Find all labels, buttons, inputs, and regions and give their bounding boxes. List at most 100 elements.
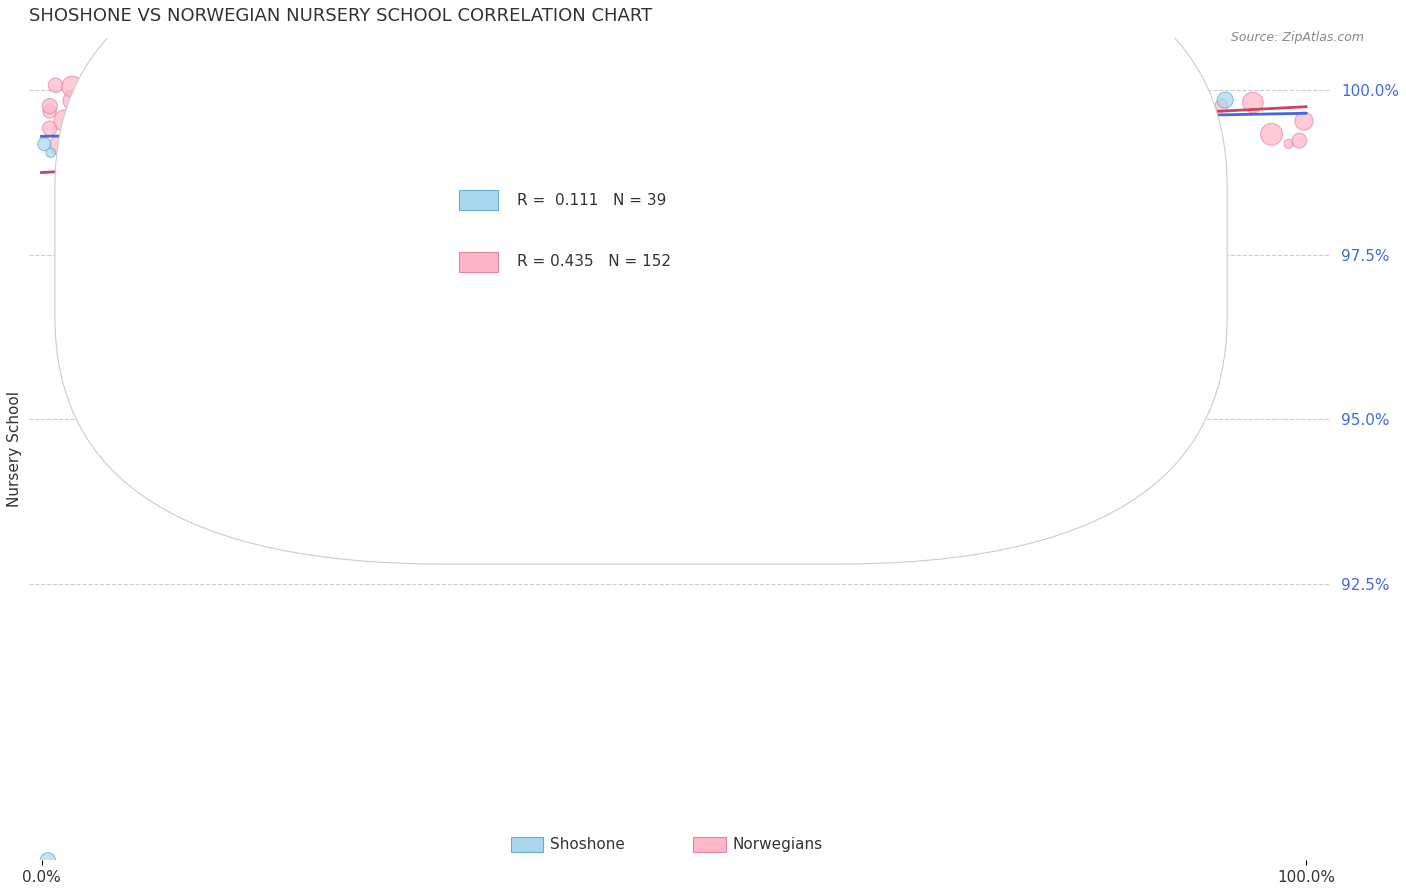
Point xyxy=(676,126,699,140)
Point xyxy=(305,138,328,153)
Point xyxy=(44,78,66,93)
Text: R =  0.111   N = 39: R = 0.111 N = 39 xyxy=(517,193,666,208)
Point xyxy=(97,81,120,95)
Point xyxy=(82,144,104,158)
Point xyxy=(225,120,247,135)
Point xyxy=(80,99,103,113)
Point xyxy=(408,131,430,145)
Point xyxy=(136,98,159,112)
Point xyxy=(149,95,172,110)
Point xyxy=(409,137,432,152)
Point xyxy=(692,146,714,161)
Point xyxy=(65,128,87,142)
Point xyxy=(201,153,224,167)
Point xyxy=(1033,121,1056,136)
Point xyxy=(150,133,173,147)
Text: Norwegians: Norwegians xyxy=(733,838,823,852)
Point xyxy=(179,176,201,190)
Point xyxy=(193,149,215,163)
Point xyxy=(267,133,290,147)
Point xyxy=(287,105,309,120)
Point xyxy=(118,88,141,103)
Point xyxy=(378,80,401,95)
Point xyxy=(271,89,294,103)
Point xyxy=(391,157,413,171)
Text: R = 0.435   N = 152: R = 0.435 N = 152 xyxy=(517,254,671,268)
Point xyxy=(404,82,426,96)
Point xyxy=(645,82,668,96)
Point xyxy=(180,180,202,194)
Point xyxy=(142,130,165,145)
Point xyxy=(592,159,614,173)
Point xyxy=(131,175,153,189)
Point xyxy=(211,153,233,168)
Point xyxy=(186,111,208,125)
Point xyxy=(187,115,209,129)
Point xyxy=(315,110,337,124)
Text: atlas: atlas xyxy=(716,442,957,539)
Point xyxy=(82,112,104,127)
FancyBboxPatch shape xyxy=(55,0,1227,564)
Point xyxy=(688,517,710,532)
Point xyxy=(145,125,167,139)
Point xyxy=(103,110,125,124)
Point xyxy=(510,103,533,117)
Point xyxy=(1129,124,1152,138)
Point xyxy=(38,99,60,113)
Point xyxy=(87,159,110,173)
Point xyxy=(304,115,326,129)
Bar xyxy=(458,190,498,211)
Point xyxy=(67,128,90,143)
Point xyxy=(179,117,201,131)
Point xyxy=(1278,136,1301,151)
Point xyxy=(91,140,114,154)
Point xyxy=(108,128,131,143)
Point xyxy=(1288,134,1310,148)
Point xyxy=(1292,114,1315,128)
Point xyxy=(150,109,173,123)
Point xyxy=(165,115,187,129)
Point xyxy=(942,144,965,158)
Point xyxy=(612,498,634,512)
Point xyxy=(852,248,875,262)
Point xyxy=(942,122,965,136)
Point xyxy=(143,175,166,189)
Point xyxy=(1213,93,1236,107)
Point xyxy=(614,170,637,185)
Point xyxy=(669,120,692,134)
Point xyxy=(62,94,84,108)
Point xyxy=(170,140,193,154)
Point xyxy=(1132,79,1154,94)
Point xyxy=(177,112,200,126)
Point xyxy=(83,139,105,153)
Point xyxy=(236,130,259,145)
Point xyxy=(1211,98,1233,112)
Point xyxy=(392,126,415,140)
Point xyxy=(197,92,219,106)
Point xyxy=(576,105,599,120)
Point xyxy=(384,166,406,180)
Point xyxy=(179,131,201,145)
Point xyxy=(825,113,848,128)
Point xyxy=(449,141,471,155)
Point xyxy=(38,121,60,136)
Point xyxy=(117,135,139,149)
Bar xyxy=(510,838,543,852)
Point xyxy=(167,155,190,169)
Point xyxy=(37,853,59,867)
Point xyxy=(323,89,346,103)
Point xyxy=(585,83,607,97)
Point xyxy=(153,95,176,109)
Bar xyxy=(458,252,498,272)
Point xyxy=(385,81,408,95)
Point xyxy=(302,78,325,92)
Point xyxy=(80,178,103,192)
Point xyxy=(271,103,294,118)
Point xyxy=(1164,106,1187,120)
Point xyxy=(540,163,562,178)
Point xyxy=(146,114,169,128)
Point xyxy=(165,95,187,110)
Point xyxy=(1143,103,1166,117)
Point xyxy=(1146,102,1168,116)
Point xyxy=(129,130,152,145)
